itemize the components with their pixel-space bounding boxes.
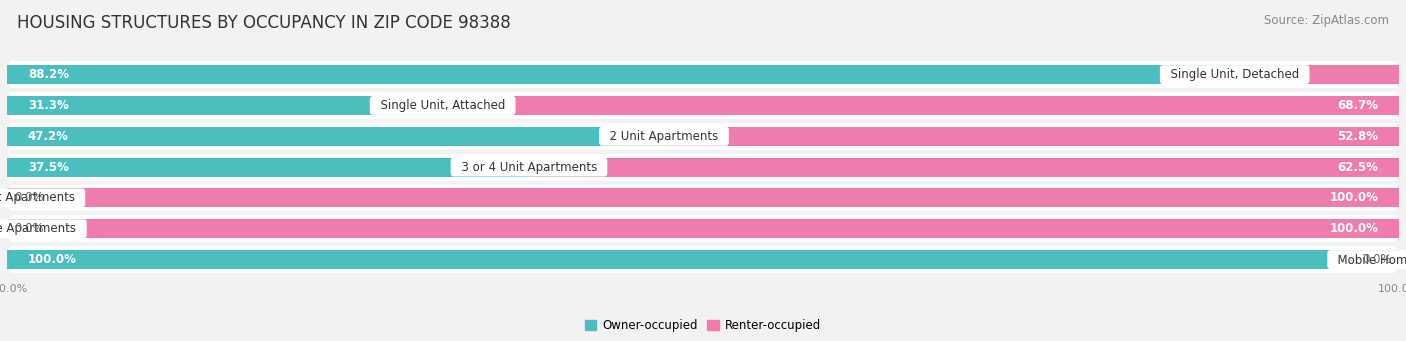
- Text: 0.0%: 0.0%: [14, 222, 44, 235]
- FancyBboxPatch shape: [7, 184, 1399, 212]
- Text: 3 or 4 Unit Apartments: 3 or 4 Unit Apartments: [454, 161, 605, 174]
- Text: 31.3%: 31.3%: [28, 99, 69, 112]
- Text: 62.5%: 62.5%: [1337, 161, 1378, 174]
- Text: 100.0%: 100.0%: [1329, 222, 1378, 235]
- Text: 5 to 9 Unit Apartments: 5 to 9 Unit Apartments: [0, 191, 83, 204]
- Bar: [7, 96, 443, 115]
- Bar: [664, 127, 1399, 146]
- Text: 88.2%: 88.2%: [28, 68, 69, 81]
- FancyBboxPatch shape: [7, 61, 1399, 88]
- FancyBboxPatch shape: [7, 153, 1399, 181]
- Bar: [1234, 65, 1399, 84]
- Text: 10 or more Apartments: 10 or more Apartments: [0, 222, 84, 235]
- Text: HOUSING STRUCTURES BY OCCUPANCY IN ZIP CODE 98388: HOUSING STRUCTURES BY OCCUPANCY IN ZIP C…: [17, 14, 510, 32]
- Text: 52.8%: 52.8%: [1337, 130, 1378, 143]
- Text: 100.0%: 100.0%: [1329, 191, 1378, 204]
- Bar: [7, 158, 529, 177]
- Text: 0.0%: 0.0%: [14, 191, 44, 204]
- FancyBboxPatch shape: [7, 91, 1399, 119]
- FancyBboxPatch shape: [7, 246, 1399, 273]
- Text: 100.0%: 100.0%: [28, 253, 77, 266]
- Bar: [529, 158, 1399, 177]
- Text: Source: ZipAtlas.com: Source: ZipAtlas.com: [1264, 14, 1389, 27]
- FancyBboxPatch shape: [7, 215, 1399, 243]
- Bar: [443, 96, 1399, 115]
- Bar: [7, 188, 1399, 207]
- Text: 37.5%: 37.5%: [28, 161, 69, 174]
- Text: Single Unit, Attached: Single Unit, Attached: [373, 99, 513, 112]
- Text: Mobile Home / Other: Mobile Home / Other: [1330, 253, 1406, 266]
- Text: Single Unit, Detached: Single Unit, Detached: [1163, 68, 1306, 81]
- Bar: [7, 250, 1399, 269]
- Bar: [7, 127, 664, 146]
- Text: 68.7%: 68.7%: [1337, 99, 1378, 112]
- Text: 47.2%: 47.2%: [28, 130, 69, 143]
- Text: 2 Unit Apartments: 2 Unit Apartments: [602, 130, 725, 143]
- Bar: [7, 219, 1399, 238]
- Text: 0.0%: 0.0%: [1362, 253, 1392, 266]
- Bar: [7, 65, 1234, 84]
- FancyBboxPatch shape: [7, 122, 1399, 150]
- Legend: Owner-occupied, Renter-occupied: Owner-occupied, Renter-occupied: [579, 314, 827, 337]
